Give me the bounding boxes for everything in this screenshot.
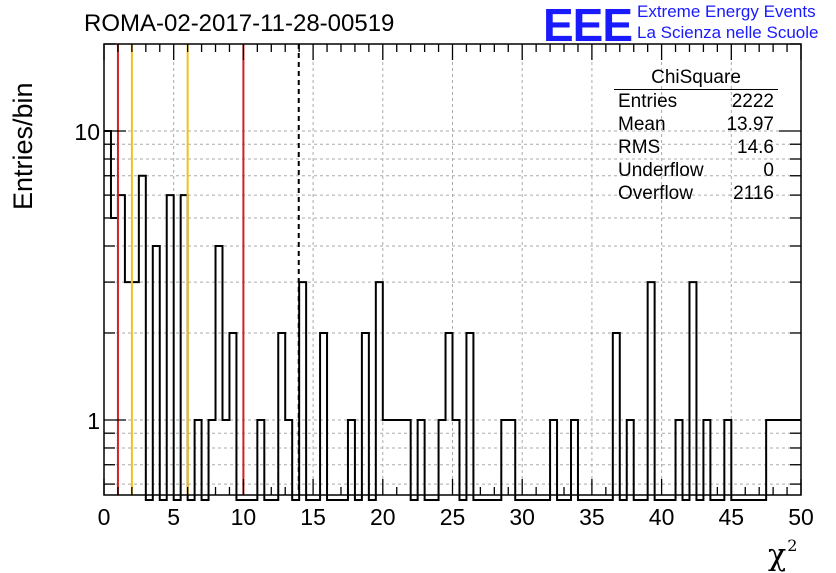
stats-label: Entries	[618, 91, 678, 112]
stats-box: ChiSquare Entries 2222 Mean 13.97 RMS 14.6 …	[612, 67, 780, 206]
histogram-bin	[111, 218, 118, 495]
stats-row-overflow: Overflow 2116	[612, 183, 780, 206]
histogram-bin	[376, 282, 383, 495]
histogram-bin	[181, 195, 188, 495]
x-tick-label: 30	[509, 504, 535, 530]
stats-divider	[614, 89, 778, 90]
histogram-bin	[104, 131, 111, 495]
histogram-bin	[139, 176, 146, 495]
stats-label: Overflow	[618, 183, 693, 204]
histogram-bin	[216, 246, 223, 495]
stats-value: 0	[763, 160, 774, 181]
histogram-bin	[299, 282, 306, 495]
stats-label: Mean	[618, 114, 666, 135]
stats-value: 14.6	[737, 137, 774, 158]
stats-title: ChiSquare	[651, 67, 741, 88]
x-tick-label: 15	[300, 504, 326, 530]
histogram-bin	[320, 333, 327, 495]
x-tick-label: 45	[719, 504, 745, 530]
stats-row-entries: Entries 2222	[612, 91, 780, 114]
histogram-bin	[118, 195, 125, 495]
stats-value: 2222	[731, 91, 774, 112]
y-tick-label: 1	[87, 408, 100, 434]
histogram-bin	[446, 333, 453, 495]
stats-row-underflow: Underflow 0	[612, 160, 780, 183]
x-axis-label: χ2	[768, 536, 797, 573]
x-tick-label: 0	[98, 504, 111, 530]
histogram-bin	[466, 333, 473, 495]
histogram-bin	[278, 333, 285, 495]
histogram-bin	[132, 282, 139, 495]
histogram-bin	[153, 246, 160, 495]
x-tick-label: 5	[167, 504, 180, 530]
stats-value: 13.97	[726, 114, 774, 135]
histogram-outline	[104, 129, 801, 501]
histogram-bin	[613, 333, 620, 495]
stats-label: RMS	[618, 137, 661, 158]
x-tick-label: 20	[370, 504, 396, 530]
histogram-bin	[689, 282, 696, 495]
histogram-bin	[167, 195, 174, 495]
logo-line-1: Extreme Energy Events	[637, 2, 816, 21]
x-tick-label: 25	[440, 504, 466, 530]
histogram-bin	[648, 282, 655, 495]
plot-title: ROMA-02-2017-11-28-00519	[84, 10, 395, 37]
stats-row-mean: Mean 13.97	[612, 114, 780, 137]
stats-row-rms: RMS 14.6	[612, 137, 780, 160]
x-tick-label: 35	[579, 504, 605, 530]
x-axis-label-base: χ	[768, 538, 787, 573]
logo-line-2: La Scienza nelle Scuole	[637, 23, 819, 42]
y-tick-label: 10	[74, 119, 100, 145]
histogram-bin	[125, 282, 132, 495]
eee-logo: EEE	[543, 0, 633, 51]
x-axis-label-sup: 2	[787, 536, 798, 555]
x-tick-label: 40	[649, 504, 675, 530]
histogram-bin	[362, 333, 369, 495]
stats-label: Underflow	[618, 160, 704, 181]
x-tick-label: 50	[788, 504, 814, 530]
x-tick-label: 10	[231, 504, 257, 530]
y-axis-label: Entries/bin	[8, 82, 38, 210]
histogram-bin	[229, 333, 236, 495]
stats-value: 2116	[733, 183, 774, 204]
